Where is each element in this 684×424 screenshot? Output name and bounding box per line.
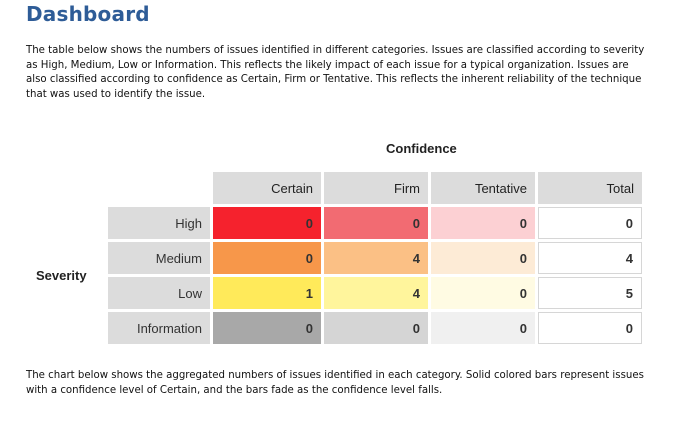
cell-low-tentative[interactable]: 0 bbox=[431, 277, 535, 309]
chart-description: The chart below shows the aggregated num… bbox=[26, 370, 644, 396]
intro-paragraph: The table below shows the numbers of iss… bbox=[26, 45, 645, 100]
cell-information-firm[interactable]: 0 bbox=[324, 312, 428, 344]
column-header-total: Total bbox=[538, 172, 642, 204]
cell-high-total[interactable]: 0 bbox=[538, 207, 642, 239]
row-header-medium: Medium bbox=[108, 242, 210, 274]
cell-high-certain[interactable]: 0 bbox=[213, 207, 321, 239]
column-header-tentative: Tentative bbox=[431, 172, 535, 204]
row-header-low: Low bbox=[108, 277, 210, 309]
cell-medium-tentative[interactable]: 0 bbox=[431, 242, 535, 274]
cell-information-total[interactable]: 0 bbox=[538, 312, 642, 344]
confidence-heading: Confidence bbox=[386, 141, 457, 156]
row-header-information: Information bbox=[108, 312, 210, 344]
cell-information-tentative[interactable]: 0 bbox=[431, 312, 535, 344]
cell-medium-firm[interactable]: 4 bbox=[324, 242, 428, 274]
issues-table: Certain Firm Tentative Total High 0 0 0 … bbox=[108, 172, 642, 344]
column-header-firm: Firm bbox=[324, 172, 428, 204]
cell-information-certain[interactable]: 0 bbox=[213, 312, 321, 344]
page-title: Dashboard bbox=[26, 2, 150, 26]
cell-low-certain[interactable]: 1 bbox=[213, 277, 321, 309]
cell-low-firm[interactable]: 4 bbox=[324, 277, 428, 309]
table-corner bbox=[108, 172, 210, 204]
cell-medium-total[interactable]: 4 bbox=[538, 242, 642, 274]
cell-high-tentative[interactable]: 0 bbox=[431, 207, 535, 239]
severity-heading: Severity bbox=[36, 268, 87, 283]
cell-low-total[interactable]: 5 bbox=[538, 277, 642, 309]
cell-high-firm[interactable]: 0 bbox=[324, 207, 428, 239]
cell-medium-certain[interactable]: 0 bbox=[213, 242, 321, 274]
column-header-certain: Certain bbox=[213, 172, 321, 204]
row-header-high: High bbox=[108, 207, 210, 239]
